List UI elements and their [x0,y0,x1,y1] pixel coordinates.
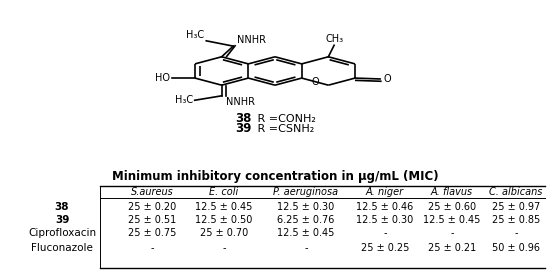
Text: 25 ± 0.21: 25 ± 0.21 [428,243,476,253]
Text: 25 ± 0.60: 25 ± 0.60 [428,202,476,212]
Text: 39: 39 [235,122,252,135]
Text: 6.25 ± 0.76: 6.25 ± 0.76 [277,215,335,225]
Text: 25 ± 0.85: 25 ± 0.85 [492,215,540,225]
Text: NNHR: NNHR [226,97,255,107]
Text: -: - [383,228,387,238]
Text: -: - [304,243,308,253]
Text: -: - [222,243,226,253]
Text: NNHR: NNHR [237,35,266,45]
Text: 25 ± 0.51: 25 ± 0.51 [128,215,176,225]
Text: A. flavus: A. flavus [431,187,473,197]
Text: 12.5 ± 0.30: 12.5 ± 0.30 [356,215,414,225]
Text: -: - [514,228,518,238]
Text: Fluconazole: Fluconazole [31,243,93,253]
Text: CH₃: CH₃ [325,34,343,44]
Text: R =CONH₂: R =CONH₂ [254,114,316,124]
Text: 39: 39 [55,215,69,225]
Text: 25 ± 0.20: 25 ± 0.20 [128,202,176,212]
Text: 25 ± 0.75: 25 ± 0.75 [128,228,176,238]
Text: 38: 38 [55,202,69,212]
Text: Ciprofloxacin: Ciprofloxacin [28,228,96,238]
Text: O: O [311,77,319,87]
Text: 12.5 ± 0.50: 12.5 ± 0.50 [195,215,252,225]
Text: 12.5 ± 0.30: 12.5 ± 0.30 [277,202,334,212]
Text: R =CSNH₂: R =CSNH₂ [254,124,314,134]
Text: Minimum inhibitory concentration in μg/mL (MIC): Minimum inhibitory concentration in μg/m… [112,170,438,183]
Text: -: - [450,228,454,238]
Text: 12.5 ± 0.45: 12.5 ± 0.45 [277,228,335,238]
Text: A. niger: A. niger [366,187,404,197]
Text: 50 ± 0.96: 50 ± 0.96 [492,243,540,253]
Text: P. aeruginosa: P. aeruginosa [273,187,339,197]
Text: O: O [383,74,390,84]
Text: H₃C: H₃C [186,30,205,40]
Text: 25 ± 0.70: 25 ± 0.70 [200,228,248,238]
Text: -: - [150,243,154,253]
Text: 25 ± 0.97: 25 ± 0.97 [492,202,540,212]
Text: 12.5 ± 0.45: 12.5 ± 0.45 [424,215,481,225]
Text: 25 ± 0.25: 25 ± 0.25 [361,243,409,253]
Text: S.aureus: S.aureus [131,187,173,197]
Text: 38: 38 [235,112,252,125]
Text: E. coli: E. coli [210,187,239,197]
Text: H₃C: H₃C [175,95,193,105]
Text: 12.5 ± 0.46: 12.5 ± 0.46 [356,202,414,212]
Text: 12.5 ± 0.45: 12.5 ± 0.45 [195,202,252,212]
Text: HO: HO [155,73,170,83]
Text: C. albicans: C. albicans [490,187,543,197]
